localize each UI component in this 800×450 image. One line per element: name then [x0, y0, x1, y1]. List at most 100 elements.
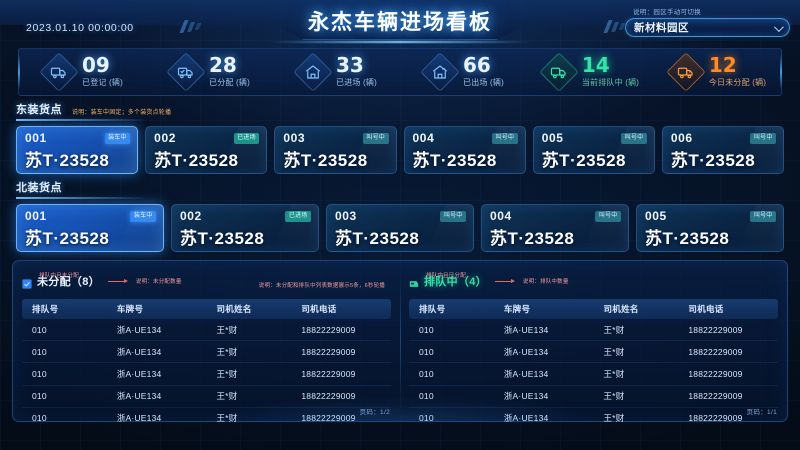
vehicle-card[interactable]: 002 已进场 苏T·23528: [171, 204, 319, 252]
header: 2023.01.10 00:00:00 永杰车辆进场看板 说明：园区手动可切换 …: [0, 0, 800, 46]
panel-queuing: 排队中且已分配 排队中（4） 说明：排队中数量 排队号 车牌号 司机姓名 司机电话 010 浙A…: [400, 261, 787, 423]
header-decoration-right: [603, 20, 626, 33]
table-cell: 王*财: [593, 385, 679, 408]
kpi-value: 09: [82, 53, 110, 77]
truck-register-icon: [39, 52, 79, 92]
panel-title: 排队中（4）: [424, 276, 487, 288]
header-decoration-left: [179, 20, 202, 33]
vehicle-card[interactable]: 004 叫号中 苏T·23528: [403, 126, 526, 174]
panel-sub-label: 排队中且未分配: [39, 273, 79, 279]
table-cell: 浙A·UE134: [493, 319, 594, 342]
kpi-item: 14 当前排队中 (辆): [527, 52, 654, 92]
table-cell: 010: [22, 319, 107, 342]
vehicle-plate: 苏T·23528: [541, 151, 627, 170]
status-badge: 装车中: [130, 210, 156, 222]
table-cell: 浙A·UE134: [106, 319, 207, 342]
queue-table: 排队号 车牌号 司机姓名 司机电话 010 浙A·UE134 王*财 18822229009 0…: [22, 299, 391, 429]
table-cell: 18822229009: [678, 340, 778, 364]
table-row[interactable]: 010 浙A·UE134 王*财 18822229009: [409, 340, 778, 364]
table-cell: 王*财: [206, 319, 292, 342]
pager-label: 页码：1/1: [746, 409, 777, 416]
truck-assign-icon: [166, 52, 206, 92]
kpi-item: 33 已进场 (辆): [273, 52, 400, 92]
vehicle-card-number: 001: [25, 209, 47, 223]
table-header-cell: 排队号: [409, 299, 494, 319]
table-row[interactable]: 010 浙A·UE134 王*财 18822229009: [409, 319, 778, 342]
kpi-label: 已分配 (辆): [209, 78, 250, 87]
table-row[interactable]: 010 浙A·UE134 王*财 18822229009: [22, 340, 391, 364]
table-cell: 010: [409, 319, 494, 342]
vehicle-plate: 苏T·23528: [670, 151, 756, 170]
panel-note: 说明：未分配数量: [135, 279, 182, 285]
table-cell: 010: [409, 385, 494, 408]
kpi-label: 已出场 (辆): [463, 78, 504, 87]
vehicle-plate: 苏T·23528: [335, 229, 420, 248]
vehicle-card-number: 001: [25, 131, 47, 145]
vehicle-card[interactable]: 002 已进场 苏T·23528: [145, 126, 268, 174]
vehicle-plate: 苏T·23528: [25, 151, 110, 170]
table-cell: 浙A·UE134: [106, 362, 207, 386]
vehicle-card-number: 004: [490, 209, 512, 223]
kpi-label: 已进场 (辆): [336, 78, 377, 87]
park-selector-note: 说明：园区手动可切换: [633, 9, 701, 16]
table-row[interactable]: 010 浙A·UE134 王*财 18822229009: [409, 407, 778, 429]
dock-sections: 东装货点 说明：装车中固定；多个装货点轮播 001 装车中 苏T·23528 002 已进场…: [0, 102, 800, 252]
table-cell: 浙A·UE134: [493, 385, 594, 408]
kpi-item: 12 今日未分配 (辆): [654, 52, 781, 92]
vehicle-card-row: 001 装车中 苏T·23528 002 已进场 苏T·23528 003 叫号中 苏T·235…: [16, 126, 785, 174]
table-cell: 浙A·UE134: [106, 385, 207, 408]
queue-table: 排队号 车牌号 司机姓名 司机电话 010 浙A·UE134 王*财 18822229009 0…: [409, 299, 778, 429]
section-rule: [16, 119, 144, 121]
kpi-item: 66 已出场 (辆): [400, 52, 527, 92]
park-select-value: 新材料园区: [634, 22, 689, 34]
table-cell: 18822229009: [291, 340, 391, 364]
section-title: 东装货点: [16, 104, 62, 116]
vehicle-card[interactable]: 001 装车中苏T·23528: [16, 126, 139, 174]
gate-out-icon: [420, 52, 460, 92]
panel-title: 未分配（8）: [37, 276, 100, 288]
status-badge: 已进场: [233, 132, 260, 144]
vehicle-card-number: 003: [283, 131, 306, 145]
status-badge: 装车中: [104, 132, 131, 144]
table-row[interactable]: 010 浙A·UE134 王*财 18822229009: [409, 362, 778, 386]
status-badge: 叫号中: [621, 132, 647, 144]
table-header-cell: 排队号: [22, 299, 107, 319]
vehicle-card[interactable]: 006 叫号中 苏T·23528: [661, 126, 785, 174]
kpi-label: 当前排队中 (辆): [581, 78, 640, 87]
table-row[interactable]: 010 浙A·UE134 王*财 18822229009: [22, 319, 391, 342]
table-row[interactable]: 010 浙A·UE134 王*财 18822229009: [22, 407, 391, 429]
status-badge: 叫号中: [440, 210, 466, 222]
table-cell: 18822229009: [678, 319, 778, 342]
arrow-right-icon: [107, 279, 128, 283]
vehicle-card[interactable]: 004 叫号中苏T·23528: [481, 204, 629, 252]
vehicle-card[interactable]: 005 叫号中 苏T·23528: [636, 204, 784, 252]
vehicle-card[interactable]: 001 装车中 苏T·23528: [16, 204, 164, 252]
panel-unassigned: 排队中且未分配 未分配（8） 说明：未分配数量 说明：未分配和排队中列表数据展示5条，…: [13, 261, 400, 423]
vehicle-card[interactable]: 005 叫号中苏T·23528: [532, 126, 655, 174]
status-badge: 叫号中: [595, 210, 621, 222]
queue-truck-icon[interactable]: [409, 276, 419, 287]
vehicle-card[interactable]: 003 叫号中 苏T·23528: [274, 126, 397, 174]
park-select[interactable]: 新材料园区: [625, 18, 790, 37]
table-row[interactable]: 010 浙A·UE134 王*财 18822229009: [22, 385, 391, 408]
vehicle-card-number: 005: [541, 131, 564, 145]
table-row[interactable]: 010 浙A·UE134 王*财 18822229009: [22, 362, 391, 386]
park-selector-group: 说明：园区手动可切换 新材料园区: [625, 6, 790, 37]
arrow-right-icon: [494, 279, 515, 283]
table-cell: 浙A·UE134: [116, 413, 162, 424]
checkbox-checked-icon[interactable]: [22, 276, 32, 289]
vehicle-card-number: 002: [154, 131, 176, 145]
table-cell: 王*财: [216, 413, 238, 424]
table-row[interactable]: 010 浙A·UE134 王*财 18822229009: [409, 385, 778, 408]
panel-note: 说明：排队中数量: [522, 279, 569, 285]
kpi-value: 14: [581, 53, 610, 77]
table-cell: 浙A·UE134: [493, 362, 594, 386]
status-badge: 叫号中: [750, 210, 776, 222]
table-header-cell: 司机电话: [291, 299, 391, 319]
table-cell: 18822229009: [688, 413, 743, 424]
vehicle-plate: 苏T·23528: [490, 229, 575, 248]
table-header-cell: 车牌号: [493, 299, 594, 319]
table-cell: 王*财: [603, 413, 625, 424]
vehicle-card[interactable]: 003 叫号中 苏T·23528: [326, 204, 474, 252]
